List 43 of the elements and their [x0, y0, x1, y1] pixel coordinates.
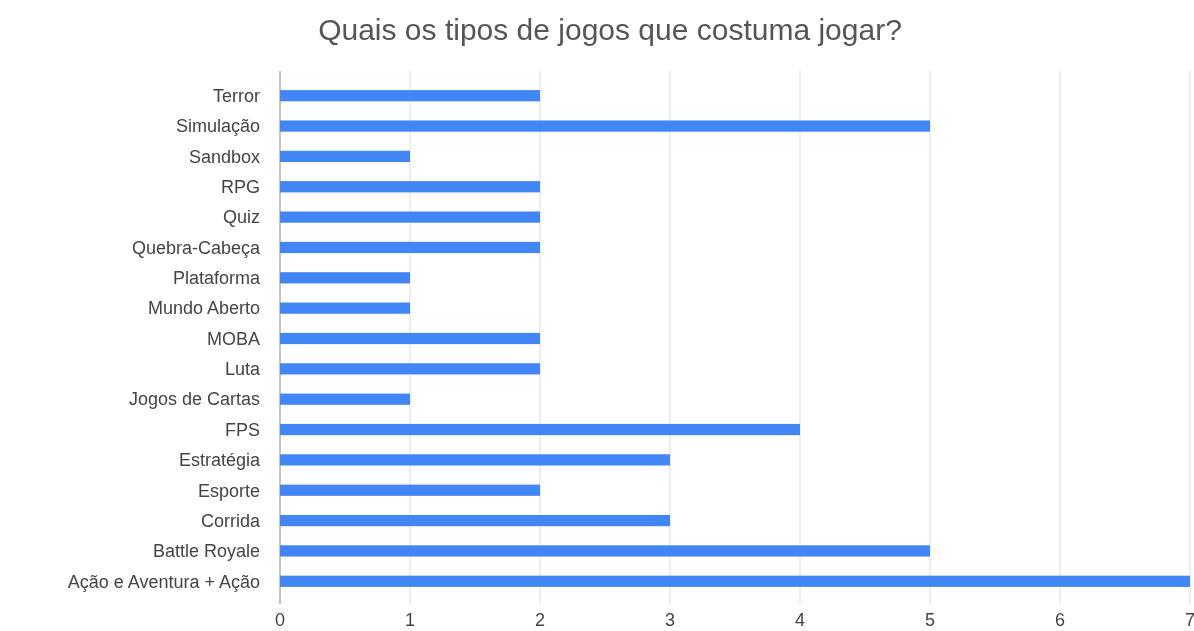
chart-title: Quais os tipos de jogos que costuma jogar? — [318, 13, 902, 46]
bar — [280, 241, 540, 254]
bar — [280, 181, 540, 193]
y-tick-label: Esporte — [197, 480, 260, 501]
bar — [280, 302, 410, 314]
x-tick-label: 6 — [1054, 610, 1066, 630]
y-tick-label: Plataforma — [172, 268, 261, 289]
x-tick-label: 1 — [404, 610, 416, 630]
y-tick-label: Corrida — [200, 510, 261, 531]
y-tick-label: FPS — [224, 419, 260, 440]
y-tick-label: Jogos de Cartas — [128, 389, 260, 410]
y-tick-label: Mundo Aberto — [147, 298, 260, 319]
y-tick-label: Quiz — [222, 207, 260, 228]
bar — [280, 484, 540, 496]
bar — [280, 120, 930, 132]
x-tick-label: 4 — [794, 610, 806, 630]
x-tick-label: 3 — [664, 610, 676, 630]
bar — [280, 363, 540, 375]
y-tick-label: Quebra-Cabeça — [131, 237, 261, 258]
bar — [280, 272, 410, 284]
y-tick-label: Sandbox — [188, 146, 260, 167]
y-tick-label: Luta — [224, 359, 261, 380]
bar — [280, 545, 930, 557]
x-tick-label: 5 — [924, 610, 936, 630]
bar — [280, 150, 410, 163]
bar — [280, 514, 670, 527]
y-tick-label: Battle Royale — [152, 541, 260, 562]
y-tick-label: Terror — [212, 86, 260, 107]
bar — [280, 575, 1190, 587]
y-tick-label: Estratégia — [178, 450, 261, 471]
x-tick-label: 0 — [274, 610, 286, 630]
bar — [280, 211, 540, 223]
bar — [280, 90, 540, 102]
bar — [280, 393, 410, 405]
y-tick-label: MOBA — [206, 328, 260, 349]
bar — [280, 454, 670, 466]
bar — [280, 423, 800, 436]
y-tick-label: RPG — [220, 177, 260, 198]
x-tick-label: 2 — [534, 610, 546, 630]
bar — [280, 332, 540, 345]
y-tick-label: Simulação — [175, 116, 260, 137]
x-tick-label: 7 — [1184, 610, 1194, 630]
y-tick-label: Ação e Aventura + Ação — [67, 571, 260, 592]
